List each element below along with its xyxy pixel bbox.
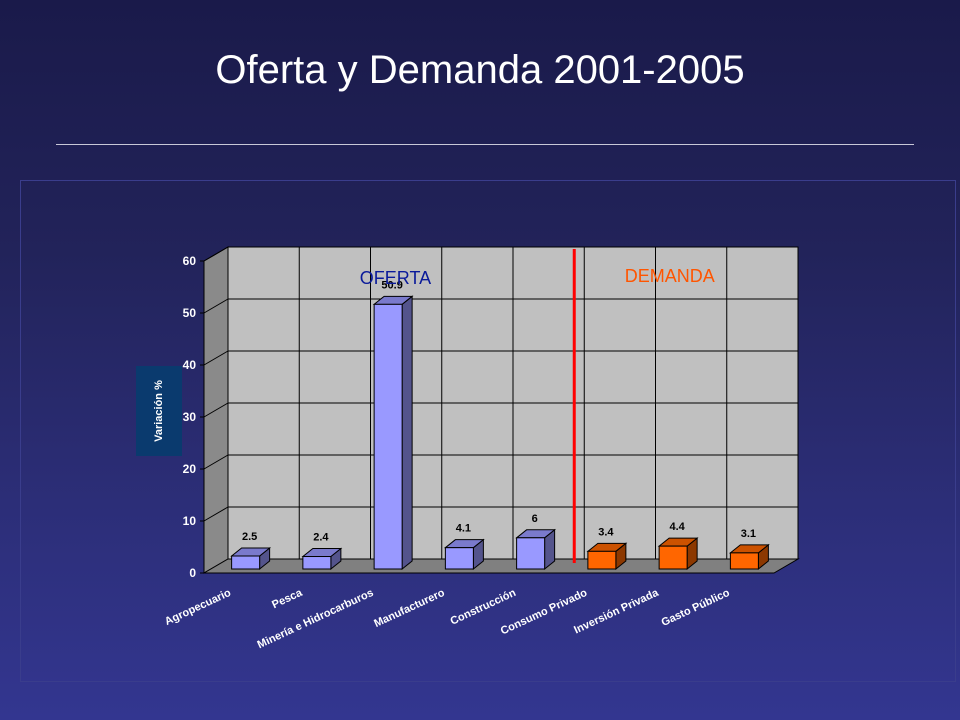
bar-front: [231, 555, 261, 570]
y-tick-label: 20: [183, 462, 197, 476]
bar-gasto-p-blico: [728, 543, 770, 571]
bar-inversi-n-privada: [657, 537, 699, 571]
bar-front: [302, 556, 332, 570]
y-tick-label: 10: [183, 514, 197, 528]
bar-miner-a-e-hidrocarburos: [372, 295, 414, 571]
bar-pesca: [301, 547, 343, 571]
y-axis-label-box: [136, 366, 182, 456]
bar-front: [444, 547, 474, 570]
data-label: 4.1: [456, 523, 471, 535]
bar-agropecuario: [230, 546, 272, 571]
group-label-demanda: DEMANDA: [625, 266, 715, 286]
data-label: 3.1: [741, 528, 756, 540]
data-label: 2.4: [313, 532, 329, 544]
x-tick-label: Agropecuario: [163, 587, 233, 628]
plot-floor: [202, 558, 800, 574]
bar-front: [373, 303, 403, 570]
data-label: 4.4: [669, 521, 685, 533]
x-tick-label: Gasto Público: [660, 587, 732, 629]
gridline-side: [203, 402, 229, 418]
bar-front: [729, 552, 759, 570]
gridline-side: [203, 298, 229, 314]
title-divider: [56, 144, 914, 145]
y-tick-label: 30: [183, 410, 197, 424]
chart-frame: [20, 180, 956, 682]
data-label: 50.9: [381, 279, 402, 291]
y-tick-label: 60: [183, 254, 197, 268]
x-tick-label: Manufacturero: [372, 587, 447, 630]
group-label-oferta: OFERTA: [360, 268, 431, 288]
bar-consumo-privado: [586, 542, 628, 571]
bar-front: [516, 537, 546, 570]
x-tick-label: Pesca: [270, 586, 305, 611]
slide-title: Oferta y Demanda 2001-2005: [215, 48, 745, 92]
data-label: 3.4: [598, 526, 614, 538]
y-tick-label: 0: [189, 566, 196, 580]
gridline-side: [203, 506, 229, 522]
gridline-side: [203, 246, 229, 262]
bar-side: [401, 295, 413, 571]
y-axis-label: Variación %: [153, 380, 165, 442]
gridline-side: [203, 454, 229, 470]
gridline-side: [203, 350, 229, 366]
bar-construcci-n: [515, 528, 557, 571]
data-label: 6: [532, 513, 538, 525]
data-label: 2.5: [242, 531, 257, 543]
bar-front: [587, 550, 617, 570]
x-tick-label: Minería e Hidrocarburos: [256, 587, 376, 651]
bar-manufacturero: [443, 538, 485, 571]
bar-front: [658, 545, 688, 570]
y-tick-label: 40: [183, 358, 197, 372]
y-tick-label: 50: [183, 306, 197, 320]
